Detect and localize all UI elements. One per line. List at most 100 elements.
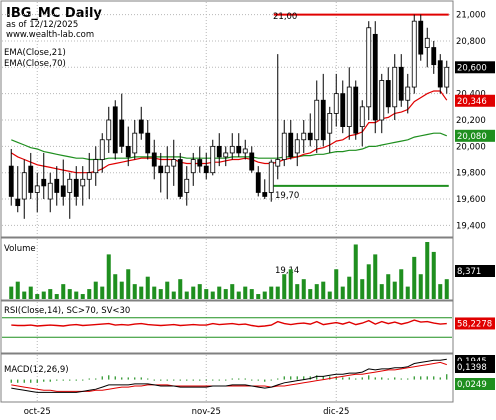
macd-histogram-bar [231, 378, 233, 380]
macd-histogram-bar [95, 378, 97, 380]
x-tick-label: oct-25 [24, 407, 51, 417]
candle-up [301, 132, 307, 141]
volume-bar [223, 289, 228, 299]
macd-histogram-bar [134, 377, 136, 380]
macd-histogram-bar [186, 379, 188, 381]
volume-bar [425, 242, 430, 299]
volume-bar [236, 291, 241, 299]
x-tick-label: dic-25 [323, 407, 349, 417]
candle-down [262, 192, 268, 197]
candle-down [41, 178, 47, 187]
macd-histogram-bar [426, 376, 428, 380]
candle-down [340, 93, 346, 127]
macd-histogram-bar [394, 377, 396, 380]
candle-down [307, 132, 313, 141]
macd-histogram-bar [36, 379, 38, 383]
volume-bar [418, 274, 423, 299]
volume-bar [165, 281, 170, 299]
candle-down [216, 145, 222, 158]
candle-down [28, 165, 34, 193]
volume-bar [80, 294, 85, 299]
candle-up [34, 185, 40, 193]
macd-histogram-bar [316, 375, 318, 380]
ema21-badge-box [455, 94, 495, 107]
macd-histogram-bar [225, 379, 227, 381]
macd-histogram-bar [49, 379, 51, 382]
volume-bar [321, 281, 326, 299]
volume-bar [269, 286, 274, 299]
macd-histogram-bar [205, 379, 207, 381]
macd-histogram-bar [160, 379, 162, 381]
macd-histogram-bar [101, 376, 103, 380]
volume-bar [392, 281, 397, 299]
rsi-last-badge: 58,2278 [457, 319, 492, 329]
macd-badge-2-box [455, 361, 495, 373]
volume-bar [191, 286, 196, 299]
macd-histogram-bar [212, 379, 214, 381]
volume-bar [48, 289, 53, 299]
volume-bar [35, 294, 40, 299]
candle-up [327, 113, 333, 134]
volume-bar [9, 286, 14, 299]
x-tick-label: nov-25 [192, 407, 221, 417]
macd-histogram-bar [309, 376, 311, 380]
macd-histogram-bar [23, 379, 25, 383]
candle-down [119, 119, 125, 147]
candle-up [294, 139, 300, 154]
macd-histogram-bar [290, 376, 292, 380]
macd-histogram-bar [238, 378, 240, 380]
rsi-panel [0, 300, 454, 354]
volume-bar [152, 286, 157, 299]
volume-bar [113, 274, 118, 299]
macd-histogram-bar [361, 377, 363, 380]
candle-down [73, 178, 79, 197]
macd-histogram-bar [329, 376, 331, 380]
y-tick-label: 20,800 [456, 37, 486, 47]
volume-bar [158, 289, 163, 299]
macd-histogram-bar [348, 377, 350, 380]
volume-bar [171, 291, 176, 299]
volume-bar [139, 286, 144, 299]
volume-bar [93, 281, 98, 299]
macd-histogram-bar [413, 376, 415, 380]
candle-down [249, 152, 255, 171]
volume-bar [87, 289, 92, 299]
candle-down [197, 159, 203, 167]
volume-bar [399, 269, 404, 299]
candle-down [288, 132, 294, 158]
volume-bar [15, 281, 20, 299]
macd-histogram-bar [270, 379, 272, 381]
volume-bar [379, 284, 384, 299]
y-tick-label: 21,000 [456, 11, 486, 21]
volume-bar [217, 286, 222, 299]
macd-histogram-bar [257, 379, 259, 381]
macd-histogram-bar [296, 376, 298, 380]
candle-down [372, 33, 378, 121]
volume-bar [204, 289, 209, 299]
volume-bar [262, 291, 267, 299]
ema70-badge-box [455, 129, 495, 142]
ema21-badge: 20,346 [457, 97, 487, 107]
candle-down [8, 165, 14, 197]
range-high-label: 21,00 [273, 12, 297, 22]
candle-down [60, 185, 66, 197]
macd-histogram-bar [69, 379, 71, 381]
volume-bar [373, 254, 378, 299]
macd-histogram-bar [322, 376, 324, 380]
volume-bar [249, 289, 254, 299]
candle-up [281, 132, 287, 160]
volume-bar [360, 279, 365, 299]
y-tick-label: 19,600 [456, 195, 486, 205]
candle-down [145, 132, 151, 154]
candle-up [242, 148, 248, 154]
volume-bar [405, 286, 410, 299]
volume-bar [353, 244, 358, 299]
macd-histogram-bar [433, 376, 435, 380]
macd-histogram-bar [140, 377, 142, 380]
macd-histogram-bar [43, 379, 45, 382]
macd-panel [0, 353, 454, 403]
chart-site: www.wealth-lab.com [6, 30, 94, 40]
volume-bar [119, 281, 124, 299]
range-low-label: 19,70 [275, 191, 299, 201]
